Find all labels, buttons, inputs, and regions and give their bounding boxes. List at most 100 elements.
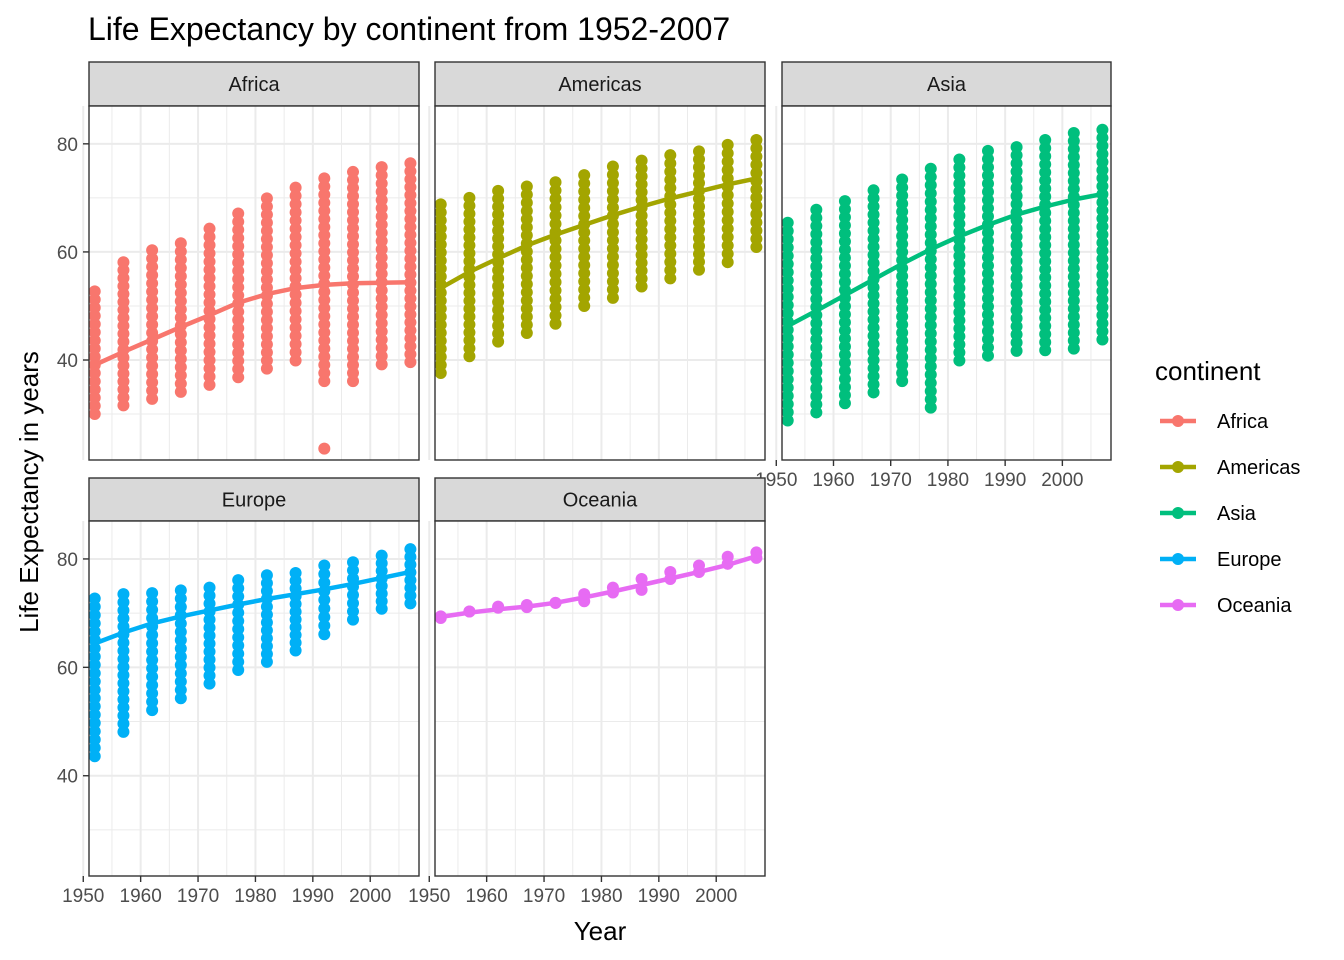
x-axis-title: Year <box>574 916 627 946</box>
data-point <box>375 317 388 330</box>
data-point <box>174 262 187 275</box>
data-point <box>347 613 359 626</box>
data-point <box>347 556 359 569</box>
data-point <box>924 310 937 323</box>
data-point <box>88 733 101 746</box>
data-point <box>146 603 159 616</box>
data-point <box>146 687 159 700</box>
facet-panels: Africa 40 60 80 Americas Asia 1950 1960 1970 1980… <box>57 61 1112 907</box>
data-point <box>174 352 187 365</box>
legend-point-americas <box>1172 461 1184 473</box>
legend-item-europe: Europe <box>1160 549 1282 571</box>
data-point <box>693 145 705 158</box>
data-point <box>146 653 159 666</box>
data-point <box>289 354 302 367</box>
data-point <box>174 600 187 613</box>
y-tick-label: 40 <box>57 767 78 788</box>
data-point <box>664 264 677 277</box>
data-point <box>174 634 187 647</box>
data-point <box>549 251 562 264</box>
data-point <box>781 356 794 369</box>
data-point <box>88 683 101 696</box>
data-point <box>924 352 937 365</box>
strip-africa <box>88 61 420 107</box>
data-point <box>549 259 562 272</box>
legend-point-europe <box>1172 553 1184 565</box>
data-point <box>203 329 216 342</box>
data-point <box>924 212 937 225</box>
data-point <box>289 222 302 235</box>
facet-asia: Asia 1950 1960 1970 1980 1990 2000 <box>755 61 1112 491</box>
panel-bg-oceania <box>435 521 765 876</box>
data-point <box>664 165 677 178</box>
legend-item-americas: Americas <box>1160 457 1300 479</box>
data-point <box>549 309 562 322</box>
data-point <box>606 242 619 255</box>
data-point <box>549 192 562 205</box>
panel-bg-asia <box>782 106 1111 460</box>
data-point <box>606 185 619 198</box>
data-point <box>750 224 763 237</box>
data-point <box>549 317 562 330</box>
data-point <box>375 325 388 338</box>
facet-europe: Europe 40 60 80 1950 1960 1970 1980 1990 2000 <box>57 477 420 907</box>
data-point <box>924 203 937 216</box>
strip-label-americas: Americas <box>558 74 641 96</box>
data-point <box>606 283 619 296</box>
data-point <box>664 206 677 219</box>
data-point <box>750 150 763 163</box>
panel-border-americas <box>434 105 766 461</box>
data-point <box>318 559 331 572</box>
data-point <box>549 292 562 305</box>
data-point <box>289 239 302 252</box>
data-point <box>781 241 794 254</box>
data-point <box>924 261 937 274</box>
data-point <box>174 344 187 357</box>
data-point <box>347 605 359 618</box>
data-point <box>203 255 216 268</box>
data-point <box>174 237 187 250</box>
data-point <box>146 260 159 273</box>
data-point <box>347 564 359 577</box>
data-point <box>606 234 619 247</box>
data-point <box>88 650 101 663</box>
data-point <box>750 199 763 212</box>
data-point <box>1010 141 1023 154</box>
data-point <box>606 176 619 189</box>
data-point <box>375 210 388 223</box>
data-point <box>781 398 794 411</box>
data-point <box>750 232 763 245</box>
data-point <box>146 293 159 306</box>
data-point <box>781 299 794 312</box>
data-point <box>750 166 763 179</box>
data-point <box>924 269 937 282</box>
data-point <box>781 414 794 427</box>
y-tick-label: 80 <box>57 550 78 571</box>
x-tick-label: 2000 <box>1041 470 1083 491</box>
data-point <box>88 708 101 721</box>
x-tick-label: 1960 <box>812 470 854 491</box>
data-point <box>146 285 159 298</box>
data-point <box>781 216 794 229</box>
data-point <box>924 220 937 233</box>
data-point <box>289 313 302 326</box>
data-point <box>750 134 763 147</box>
data-point <box>146 376 159 389</box>
data-point <box>88 750 101 763</box>
data-point <box>606 217 619 230</box>
data-point <box>174 584 187 597</box>
data-point <box>88 609 101 622</box>
data-point <box>721 172 734 185</box>
data-point <box>781 257 794 270</box>
data-point <box>289 231 302 244</box>
data-point <box>88 741 101 754</box>
data-point <box>924 343 937 356</box>
data-point <box>924 228 937 241</box>
data-point <box>549 284 562 297</box>
data-point <box>549 242 562 255</box>
data-point <box>174 659 187 672</box>
data-point <box>260 192 273 205</box>
data-point <box>347 165 359 178</box>
data-point <box>375 218 388 231</box>
data-point <box>781 266 794 279</box>
